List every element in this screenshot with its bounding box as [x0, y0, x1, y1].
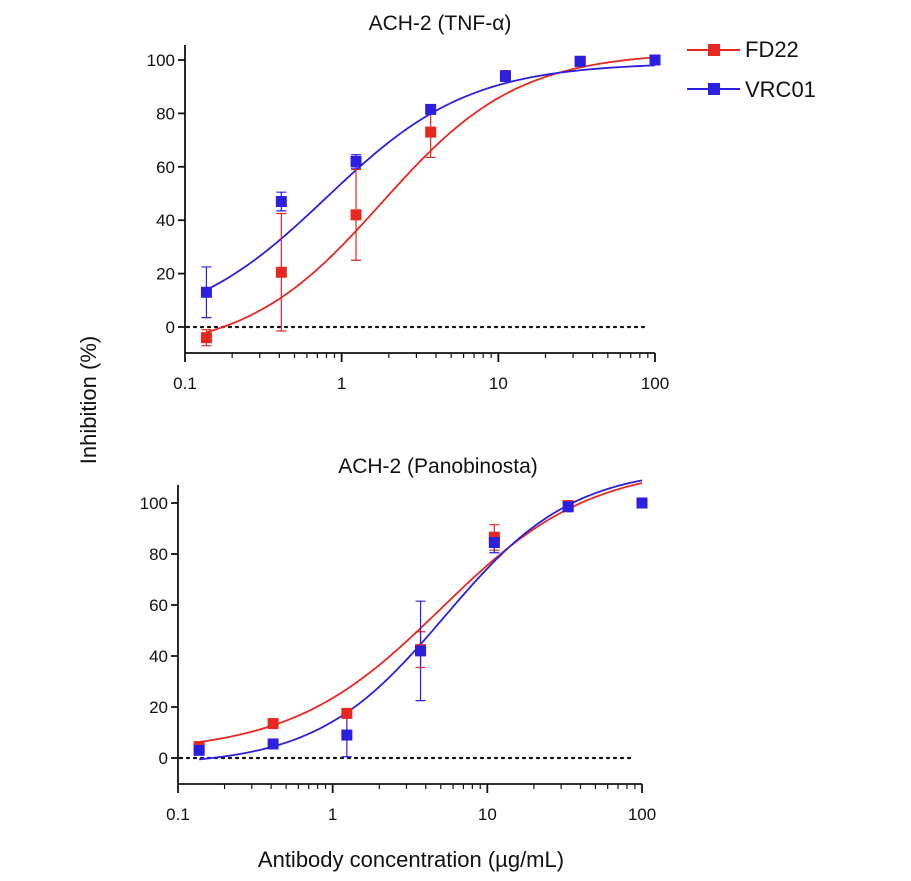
data-point-fd22 [267, 718, 279, 730]
legend-item-vrc01: VRC01 [687, 77, 816, 102]
data-point-vrc01 [562, 501, 574, 513]
data-point-vrc01 [425, 103, 437, 115]
data-point-vrc01 [193, 744, 205, 756]
data-point-vrc01 [341, 729, 353, 741]
y-tick-label: 40 [156, 211, 175, 230]
data-point-fd22 [341, 707, 353, 719]
y-tick-label: 20 [156, 265, 175, 284]
x-axis-label: Antibody concentration (µg/mL) [258, 847, 564, 872]
x-tick-label: 1 [337, 374, 346, 393]
y-tick-label: 60 [156, 158, 175, 177]
data-point-vrc01 [574, 55, 586, 67]
x-tick-label: 10 [478, 805, 497, 824]
chart-title-tnf-alpha: ACH-2 (TNF-α) [369, 12, 512, 35]
x-tick-label: 1 [328, 805, 337, 824]
data-point-fd22 [350, 209, 362, 221]
data-point-vrc01 [200, 286, 212, 298]
y-tick-label: 20 [149, 698, 168, 717]
y-tick-label: 0 [159, 749, 168, 768]
data-point-vrc01 [267, 738, 279, 750]
y-tick-label: 0 [166, 318, 175, 337]
legend-label-vrc01: VRC01 [745, 77, 816, 102]
data-point-fd22 [200, 332, 212, 344]
data-point-vrc01 [488, 537, 500, 549]
data-point-fd22 [275, 266, 287, 278]
y-tick-label: 40 [149, 647, 168, 666]
x-tick-label: 0.1 [166, 805, 190, 824]
chart-title-panobinostat: ACH-2 (Panobinosta) [338, 455, 538, 478]
chart-panel-panobinostat: ACH-2 (Panobinosta) 0 20 40 60 80 100 0.1 1 10 1… [140, 455, 657, 824]
x-tick-label: 100 [641, 374, 669, 393]
data-point-vrc01 [636, 497, 648, 509]
data-point-vrc01 [649, 54, 661, 66]
legend-item-fd22: FD22 [687, 37, 799, 62]
chart-panel-tnf-alpha: ACH-2 (TNF-α) 0 20 40 60 80 100 0.1 1 10 100 [147, 12, 670, 393]
y-tick-label: 60 [149, 596, 168, 615]
x-tick-label: 10 [489, 374, 508, 393]
fit-curve-vrc01 [206, 64, 656, 291]
y-tick-label: 80 [149, 545, 168, 564]
data-point-vrc01 [415, 645, 427, 657]
y-axis-label: Inhibition (%) [76, 336, 101, 464]
data-point-vrc01 [275, 196, 287, 208]
x-tick-label: 0.1 [173, 374, 197, 393]
x-tick-label: 100 [628, 805, 656, 824]
legend-marker-fd22 [708, 44, 720, 56]
data-point-vrc01 [350, 155, 362, 167]
legend: FD22 VRC01 [687, 37, 816, 102]
y-tick-label: 80 [156, 104, 175, 123]
legend-marker-vrc01 [708, 83, 720, 95]
data-point-fd22 [425, 126, 437, 138]
fit-curve-fd22 [206, 56, 656, 334]
y-tick-label: 100 [147, 51, 175, 70]
legend-label-fd22: FD22 [745, 37, 799, 62]
data-point-vrc01 [499, 70, 511, 82]
y-tick-label: 100 [140, 494, 168, 513]
